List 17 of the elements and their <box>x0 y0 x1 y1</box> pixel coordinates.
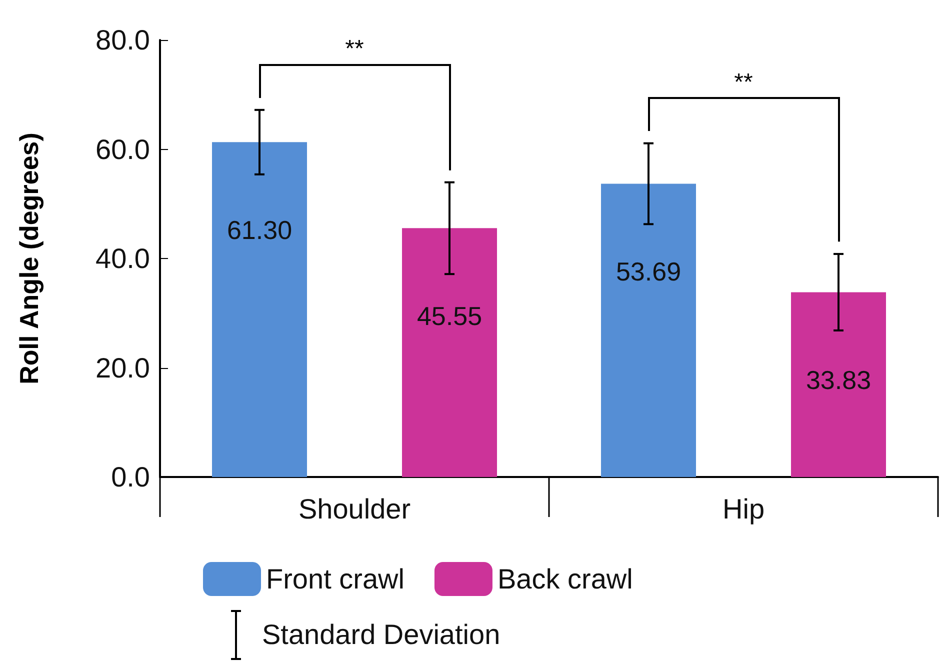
data-label: 61.30 <box>226 215 292 246</box>
y-tick-label: 60.0 <box>96 134 150 165</box>
y-tick-label: 0.0 <box>111 462 150 492</box>
y-tick-label: 20.0 <box>96 352 150 384</box>
text: Standard Deviation <box>262 619 500 651</box>
y-axis-title: Roll Angle (degrees) <box>14 132 44 384</box>
legend-label: Front crawl <box>266 564 404 594</box>
annotation: ** <box>734 68 753 96</box>
y-tick-label: 80.0 <box>96 24 150 56</box>
legend-label: Back crawl <box>497 564 633 594</box>
data-label: 53.69 <box>616 256 682 287</box>
annotation: ** <box>345 35 364 62</box>
y-tick-label: 40.0 <box>96 243 150 274</box>
x-tick-label: Shoulder <box>298 494 411 524</box>
data-label: 45.55 <box>416 301 482 332</box>
data-label: 33.83 <box>806 365 872 396</box>
x-tick-label: Hip <box>722 494 765 524</box>
